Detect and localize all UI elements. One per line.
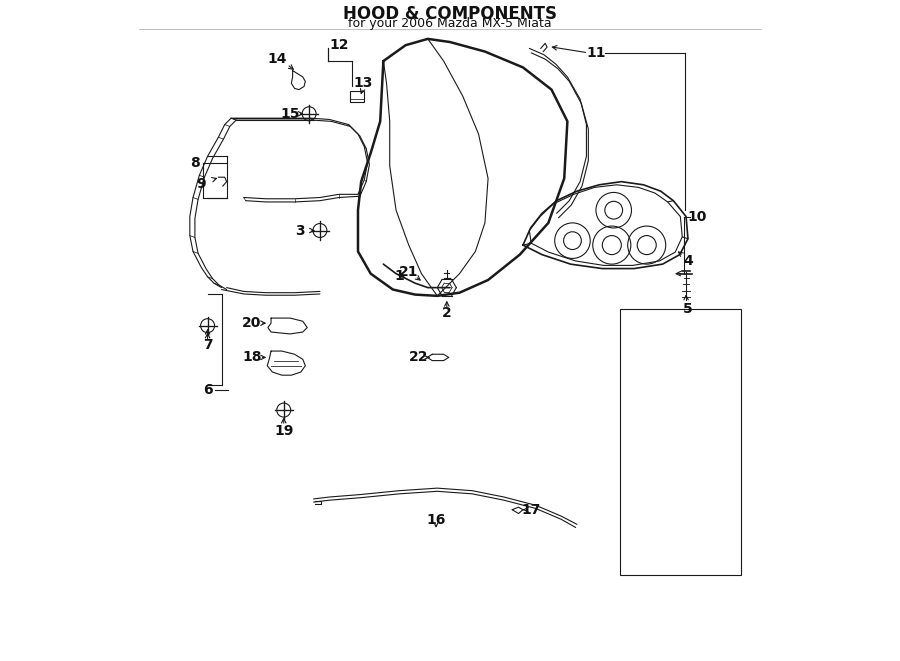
Text: 7: 7 [202, 338, 212, 352]
Text: 17: 17 [521, 503, 541, 517]
Text: for your 2006 Mazda MX-5 Miata: for your 2006 Mazda MX-5 Miata [348, 17, 552, 30]
Text: 16: 16 [427, 513, 446, 527]
Text: 21: 21 [399, 265, 418, 280]
Text: 22: 22 [409, 350, 428, 364]
Text: 1: 1 [394, 269, 404, 283]
Text: 5: 5 [683, 301, 693, 315]
Text: 12: 12 [329, 38, 348, 52]
Text: 6: 6 [202, 383, 212, 397]
Text: 8: 8 [190, 155, 200, 170]
Bar [350, 91, 365, 102]
Text: 2: 2 [442, 306, 452, 320]
Text: HOOD & COMPONENTS: HOOD & COMPONENTS [343, 5, 557, 22]
Text: 18: 18 [242, 350, 262, 364]
Text: 9: 9 [196, 176, 206, 190]
Text: 3: 3 [295, 223, 304, 237]
Text: 15: 15 [280, 106, 300, 121]
Text: 13: 13 [354, 76, 373, 91]
Text: 10: 10 [688, 210, 707, 223]
Text: 20: 20 [242, 316, 262, 330]
Text: 19: 19 [274, 424, 293, 438]
Bar [620, 309, 741, 575]
Text: 4: 4 [683, 254, 693, 268]
Text: 11: 11 [586, 46, 606, 60]
Text: 14: 14 [267, 52, 287, 66]
